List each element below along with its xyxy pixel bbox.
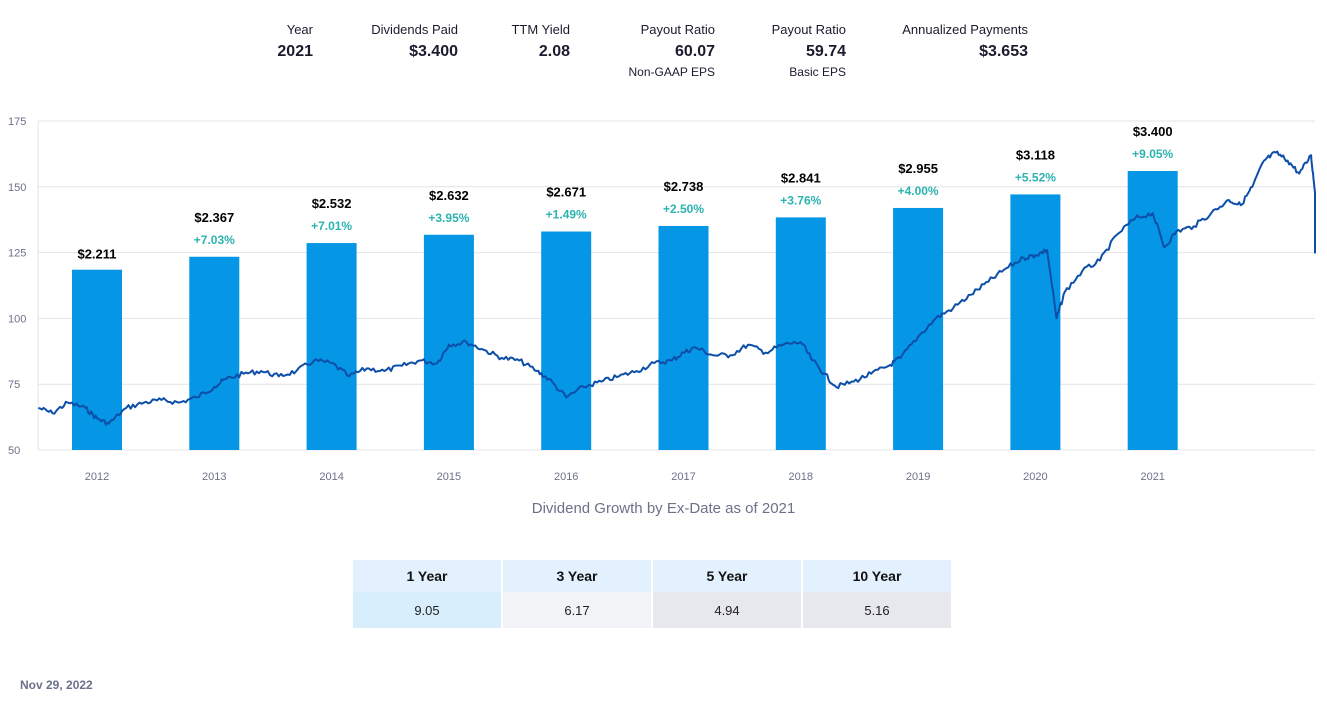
summary-payout-ratio-basic: Payout Ratio 59.74 Basic EPS (745, 22, 846, 79)
summary-dividends-paid: Dividends Paid $3.400 (350, 22, 458, 61)
bar-value-label-2014: $2.532 (312, 196, 352, 211)
table-row: 9.05 6.17 4.94 5.16 (353, 592, 953, 628)
x-tick-label-2020: 2020 (1023, 471, 1047, 483)
y-tick-label: 75 (8, 379, 20, 391)
summary-payout-nongaap-sub: Non-GAAP EPS (628, 65, 715, 79)
y-tick-label: 50 (8, 445, 20, 457)
bar-growth-label-2021: +9.05% (1132, 147, 1173, 161)
bar-growth-label-2014: +7.01% (311, 219, 352, 233)
summary-payout-nongaap-value: 60.07 (674, 43, 715, 60)
summary-payout-basic-value: 59.74 (805, 43, 846, 60)
dividend-chart: 50 75 100 125 150 175 $2.211 2012 $2.367 +7.03% 20… (8, 116, 1316, 483)
summary-dividends-paid-label: Dividends Paid (371, 22, 458, 37)
summary-payout-nongaap-label: Payout Ratio (640, 22, 715, 37)
summary-year-value: 2021 (277, 43, 313, 60)
bar-value-label-2012: $2.211 (77, 247, 116, 262)
summary-ttm-yield-value: 2.08 (538, 43, 570, 60)
bar-2018 (775, 217, 826, 450)
summary-payout-basic-label: Payout Ratio (771, 22, 846, 37)
bar-value-label-2016: $2.671 (546, 185, 586, 200)
x-tick-label-2014: 2014 (319, 471, 343, 483)
bar-growth-label-2015: +3.95% (428, 211, 469, 225)
bar-growth-label-2019: +4.00% (898, 184, 939, 198)
bar-value-label-2021: $3.400 (1133, 124, 1173, 139)
table-cell-10-year: 5.16 (802, 592, 953, 628)
bar-growth-label-2020: +5.52% (1015, 170, 1056, 184)
bar-growth-label-2018: +3.76% (780, 193, 821, 207)
x-tick-label-2015: 2015 (437, 471, 461, 483)
dividend-growth-table: 1 Year 3 Year 5 Year 10 Year 9.05 6.17 4… (353, 560, 953, 628)
x-tick-label-2021: 2021 (1140, 471, 1164, 483)
x-tick-label-2013: 2013 (202, 471, 226, 483)
summary-year-label: Year (286, 22, 313, 37)
table-header-3-year: 3 Year (502, 560, 653, 592)
table-header-10-year: 10 Year (802, 560, 953, 592)
summary-annualized-label: Annualized Payments (902, 22, 1028, 37)
bar-growth-label-2013: +7.03% (194, 233, 235, 247)
summary-annualized-payments: Annualized Payments $3.653 (880, 22, 1028, 61)
summary-ttm-yield-label: TTM Yield (511, 22, 570, 37)
bar-growth-label-2017: +2.50% (663, 202, 704, 216)
bar-2013 (189, 256, 240, 450)
as-of-date: Nov 29, 2022 (20, 678, 93, 692)
summary-payout-basic-sub: Basic EPS (789, 65, 846, 79)
y-tick-label: 175 (8, 116, 26, 128)
bar-growth-label-2016: +1.49% (546, 208, 587, 222)
chart-caption: Dividend Growth by Ex-Date as of 2021 (531, 500, 796, 517)
bar-value-label-2020: $3.118 (1016, 147, 1055, 162)
bar-2019 (893, 207, 944, 450)
bar-value-label-2017: $2.738 (664, 179, 704, 194)
y-tick-label: 100 (8, 313, 26, 325)
price-line (38, 150, 1316, 426)
bar-2012 (72, 269, 122, 450)
summary-dividends-paid-value: $3.400 (409, 43, 458, 60)
table-cell-3-year: 6.17 (502, 592, 653, 628)
summary-annualized-value: $3.653 (979, 43, 1028, 60)
bar-value-label-2015: $2.632 (429, 188, 469, 203)
bar-2016 (541, 231, 592, 450)
bar-2017 (658, 225, 709, 450)
table-header-row: 1 Year 3 Year 5 Year 10 Year (353, 560, 953, 592)
summary-ttm-yield: TTM Yield 2.08 (490, 22, 570, 61)
bar-value-label-2013: $2.367 (194, 210, 234, 225)
bar-value-label-2019: $2.955 (898, 161, 938, 176)
summary-header: Year 2021 Dividends Paid $3.400 TTM Yiel… (0, 0, 1327, 110)
bar-2020 (1010, 194, 1061, 450)
summary-payout-ratio-nongaap: Payout Ratio 60.07 Non-GAAP EPS (605, 22, 715, 79)
x-tick-label-2012: 2012 (85, 471, 109, 483)
bar-value-label-2018: $2.841 (781, 170, 821, 185)
bar-2014 (306, 243, 357, 450)
summary-year: Year 2021 (255, 22, 313, 61)
x-tick-label-2016: 2016 (554, 471, 578, 483)
x-tick-label-2019: 2019 (906, 471, 930, 483)
y-tick-label: 150 (8, 182, 26, 194)
table-cell-1-year: 9.05 (353, 592, 503, 628)
x-tick-label-2017: 2017 (671, 471, 695, 483)
table-header-5-year: 5 Year (652, 560, 803, 592)
y-tick-label: 125 (8, 248, 26, 260)
table-header-1-year: 1 Year (353, 560, 503, 592)
table-cell-5-year: 4.94 (652, 592, 803, 628)
x-tick-label-2018: 2018 (789, 471, 813, 483)
